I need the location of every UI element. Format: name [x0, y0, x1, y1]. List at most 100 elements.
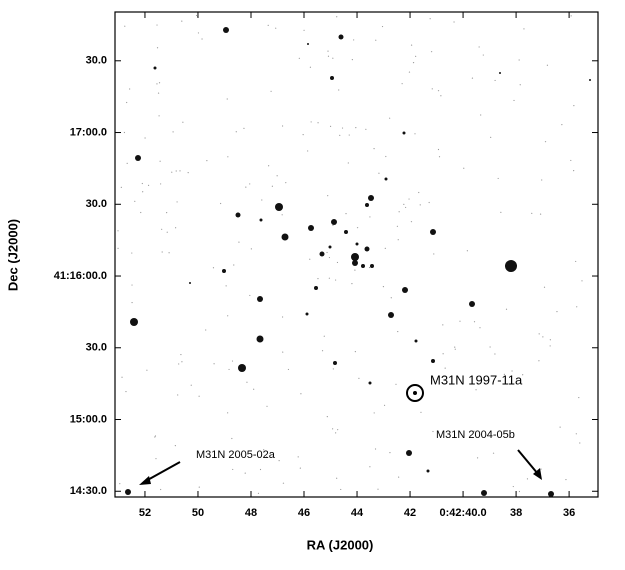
noise-dot [181, 361, 183, 363]
noise-dot [125, 390, 127, 393]
noise-dot [121, 376, 123, 378]
noise-dot [500, 211, 502, 213]
noise-dot [307, 150, 309, 152]
y-tick-label: 41:16:00.0 [54, 270, 107, 282]
noise-dot [414, 133, 416, 135]
noise-dot [326, 251, 328, 254]
star [330, 76, 334, 80]
star [344, 230, 348, 234]
noise-dot [327, 55, 330, 57]
noise-dot [351, 283, 353, 285]
noise-dot [327, 50, 329, 52]
noise-dot [197, 32, 200, 34]
noise-dot [310, 121, 312, 123]
noise-dot [166, 212, 168, 214]
noise-dot [431, 88, 433, 90]
noise-dot [287, 368, 290, 371]
noise-dot [166, 231, 168, 233]
noise-dot [147, 184, 150, 186]
noise-dot [442, 324, 444, 326]
noise-dot [438, 156, 441, 158]
noise-dot [377, 488, 379, 490]
noise-dot [390, 297, 392, 299]
star [305, 312, 309, 316]
star [308, 225, 314, 231]
star [355, 242, 359, 246]
noise-dot [561, 123, 563, 126]
noise-dot [309, 66, 312, 68]
noise-dot [479, 327, 481, 329]
noise-dot [156, 83, 158, 85]
y-tick-label: 30.0 [86, 198, 107, 210]
noise-dot [395, 383, 397, 385]
noise-dot [544, 141, 547, 143]
noise-dot [408, 71, 411, 73]
noise-dot [369, 216, 371, 218]
noise-dot [444, 367, 446, 369]
noise-dot [227, 156, 229, 158]
star [388, 312, 394, 318]
noise-dot [573, 104, 575, 107]
noise-dot [573, 170, 575, 172]
noise-dot [374, 448, 377, 450]
noise-dot [227, 315, 229, 317]
noise-dot [168, 252, 170, 254]
noise-dot [257, 492, 260, 494]
noise-dot [281, 316, 284, 318]
noise-dot [298, 57, 300, 59]
noise-dot [546, 64, 549, 66]
noise-dot [302, 133, 304, 136]
noise-dot [489, 346, 491, 348]
noise-dot [171, 171, 173, 173]
star [481, 490, 487, 496]
noise-dot [576, 306, 578, 308]
star [384, 177, 388, 181]
noise-dot [146, 369, 148, 371]
noise-dot [356, 227, 359, 229]
noise-dot [389, 452, 391, 454]
x-tick-label: 0:42:40.0 [440, 507, 487, 519]
noise-dot [131, 301, 133, 304]
noise-dot [233, 264, 235, 266]
star [275, 203, 283, 211]
star [426, 469, 430, 473]
noise-dot [522, 374, 524, 376]
noise-dot [389, 117, 391, 119]
noise-dot [503, 373, 505, 375]
noise-dot [473, 321, 476, 323]
noise-dot [578, 396, 580, 399]
y-tick-label: 17:00.0 [70, 126, 107, 138]
noise-dot [476, 457, 479, 459]
noise-dot [490, 136, 492, 138]
noise-dot [351, 58, 353, 61]
noise-dot [375, 39, 377, 41]
star [352, 260, 358, 266]
star [153, 66, 157, 70]
noise-dot [511, 370, 513, 372]
noise-dot [205, 329, 207, 331]
noise-dot [180, 353, 182, 356]
noise-dot [134, 200, 136, 202]
noise-dot [570, 15, 572, 17]
y-tick-label: 14:30.0 [70, 485, 107, 497]
noise-dot [368, 266, 371, 269]
noise-dot [398, 476, 400, 478]
noise-dot [190, 384, 192, 386]
noise-dot [275, 27, 277, 29]
noise-dot [575, 433, 577, 435]
star [307, 43, 309, 45]
noise-dot [335, 279, 337, 281]
noise-dot [513, 99, 515, 102]
star [256, 335, 264, 343]
noise-dot [328, 256, 331, 259]
noise-dot [213, 363, 215, 365]
noise-dot [154, 436, 156, 438]
noise-dot [187, 172, 189, 174]
noise-dot [337, 429, 339, 431]
noise-dot [523, 28, 525, 30]
noise-dot [317, 277, 319, 280]
noise-dot [453, 21, 455, 23]
noise-dot [182, 121, 184, 123]
star [319, 251, 325, 257]
